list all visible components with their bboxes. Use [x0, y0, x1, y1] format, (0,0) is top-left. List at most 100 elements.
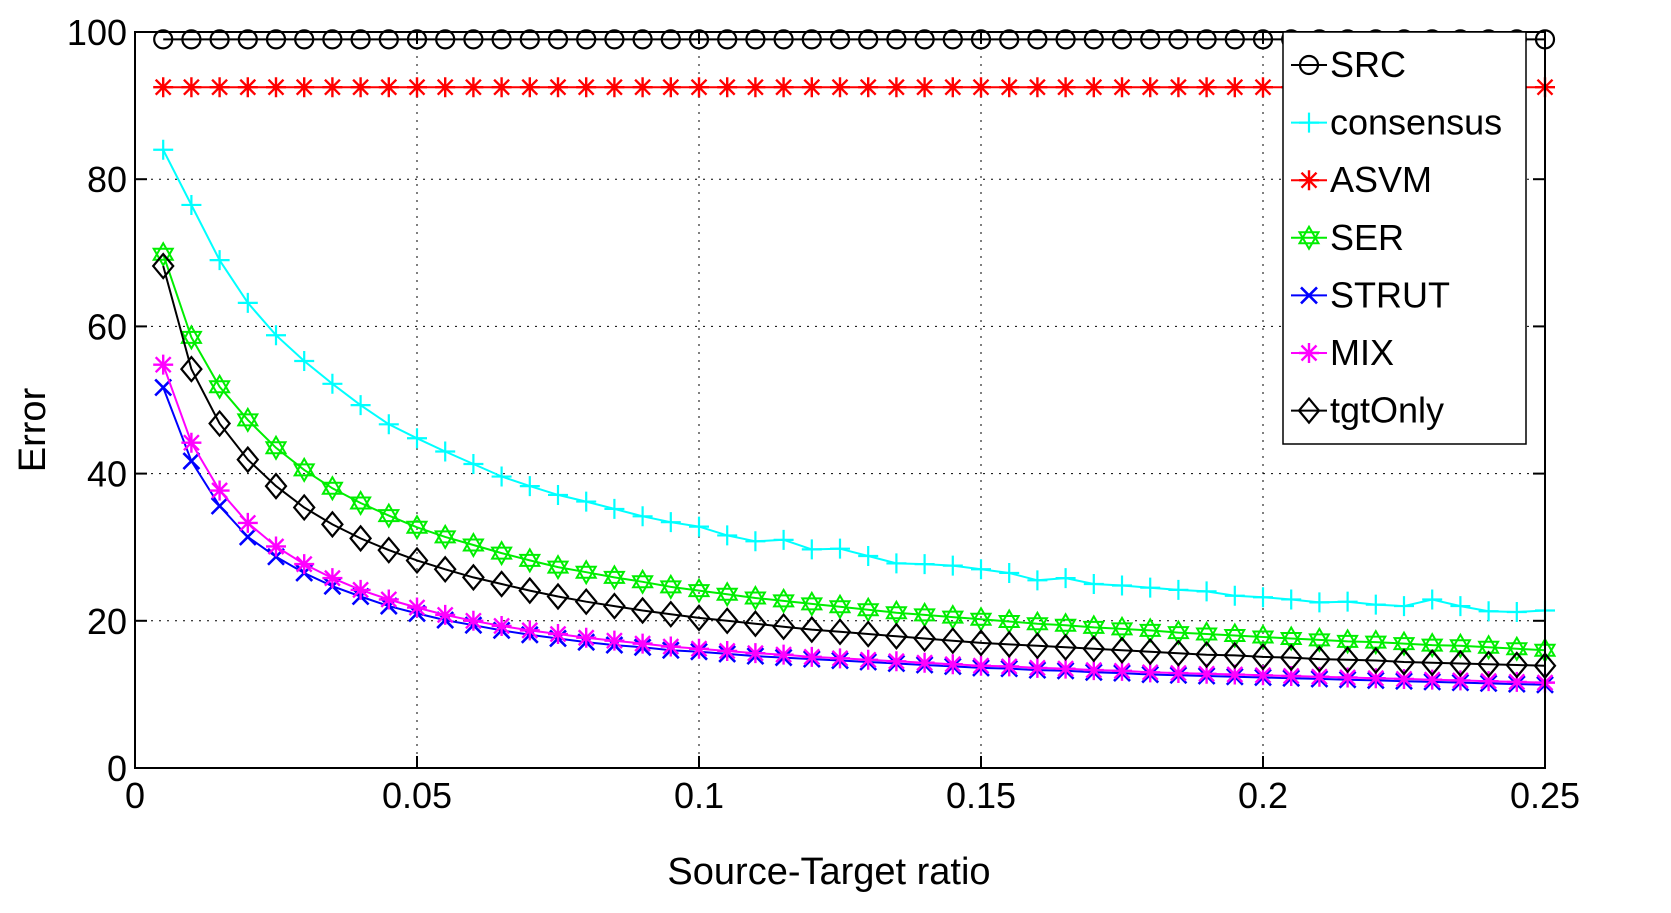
- y-tick-label: 80: [87, 159, 127, 200]
- data-point-SRC: [1055, 29, 1076, 50]
- data-point-consensus: [1168, 579, 1189, 600]
- marker-shape: [631, 568, 654, 589]
- marker-shape: [378, 77, 399, 98]
- marker-shape: [1224, 29, 1245, 50]
- marker-shape: [913, 624, 937, 653]
- data-point-SRC: [463, 29, 484, 50]
- marker-shape: [913, 608, 936, 628]
- marker-shape: [1224, 77, 1245, 98]
- marker-shape: [294, 77, 315, 98]
- data-point-consensus: [1140, 577, 1161, 598]
- data-point-MIX: [717, 640, 738, 661]
- data-point-tgtOnly: [433, 555, 457, 583]
- marker-shape: [151, 252, 175, 280]
- x-tick-label: 0.15: [946, 775, 1016, 816]
- data-point-MIX: [1478, 671, 1499, 692]
- data-point-SRC: [1027, 29, 1048, 50]
- marker-shape: [1279, 643, 1303, 672]
- data-point-SRC: [181, 29, 202, 50]
- data-point-tgtOnly: [264, 472, 288, 500]
- data-point-SRC: [406, 29, 428, 50]
- marker-shape: [885, 599, 908, 620]
- marker-shape: [914, 652, 935, 673]
- data-point-ASVM: [1083, 77, 1104, 98]
- data-point-tgtOnly: [490, 570, 514, 598]
- data-point-tgtOnly: [1364, 646, 1388, 675]
- marker-shape: [1392, 637, 1416, 657]
- marker-shape: [1450, 596, 1471, 617]
- data-point-consensus: [942, 555, 963, 576]
- marker-shape: [715, 587, 739, 608]
- data-point-tgtOnly: [969, 629, 993, 657]
- data-point-tgtOnly: [743, 610, 767, 638]
- plot-series: [151, 29, 1557, 694]
- marker-shape: [689, 77, 709, 98]
- data-point-SRC: [350, 29, 371, 50]
- data-point-ASVM: [209, 77, 230, 98]
- marker-shape: [151, 241, 175, 261]
- data-point-ASVM: [1140, 77, 1161, 98]
- marker-shape: [1477, 650, 1501, 678]
- data-point-ASVM: [1112, 77, 1132, 98]
- data-point-MIX: [1253, 665, 1273, 686]
- marker-shape: [1309, 666, 1330, 687]
- marker-shape: [773, 77, 794, 98]
- data-point-MIX: [858, 649, 879, 670]
- marker-shape: [1505, 651, 1529, 679]
- marker-shape: [1251, 643, 1275, 671]
- data-point-SRC: [1224, 29, 1245, 50]
- marker-shape: [264, 434, 288, 455]
- data-point-SER: [405, 514, 429, 541]
- marker-shape: [1365, 594, 1386, 615]
- marker-shape: [773, 529, 794, 550]
- marker-shape: [604, 77, 625, 98]
- data-point-consensus: [1309, 592, 1330, 613]
- data-point-STRUT: [182, 452, 201, 471]
- marker-shape: [1392, 648, 1416, 676]
- data-point-SER: [1082, 614, 1106, 641]
- data-point-consensus: [632, 506, 653, 527]
- marker-shape: [1394, 668, 1414, 689]
- marker-shape: [660, 29, 681, 50]
- marker-shape: [1337, 591, 1358, 612]
- data-point-MIX: [914, 652, 935, 673]
- marker-shape: [1253, 587, 1273, 608]
- marker-shape: [828, 600, 852, 620]
- data-point-consensus: [1196, 581, 1217, 602]
- data-point-tgtOnly: [1223, 641, 1247, 670]
- data-point-consensus: [322, 373, 343, 394]
- marker-shape: [151, 247, 175, 268]
- axis-ticks: [134, 31, 1546, 769]
- marker-shape: [1055, 77, 1076, 98]
- data-point-consensus: [1027, 570, 1048, 591]
- marker-shape: [491, 77, 512, 98]
- marker-shape: [660, 636, 681, 657]
- marker-shape: [914, 554, 935, 575]
- marker-shape: [463, 77, 484, 98]
- data-point-tgtOnly: [1448, 649, 1472, 678]
- marker-shape: [913, 601, 936, 622]
- marker-shape: [378, 29, 399, 50]
- data-point-tgtOnly: [349, 524, 373, 553]
- marker-shape: [1449, 639, 1472, 659]
- marker-shape: [377, 536, 401, 564]
- marker-shape: [180, 324, 203, 344]
- data-point-MIX: [491, 615, 512, 636]
- marker-shape: [237, 512, 258, 533]
- data-point-ASVM: [942, 77, 963, 98]
- marker-shape: [1166, 639, 1190, 667]
- marker-shape: [801, 646, 822, 667]
- marker-shape: [969, 612, 993, 633]
- marker-shape: [1196, 77, 1217, 98]
- marker-shape: [405, 546, 429, 575]
- data-point-tgtOnly: [1082, 635, 1106, 663]
- data-point-SRC: [604, 29, 625, 50]
- marker-shape: [1506, 671, 1527, 692]
- marker-shape: [491, 466, 512, 487]
- data-point-SER: [321, 475, 344, 502]
- marker-shape: [264, 472, 288, 500]
- marker-shape: [208, 409, 232, 438]
- marker-shape: [999, 29, 1020, 50]
- data-point-SER: [292, 456, 316, 483]
- marker-shape: [377, 502, 401, 523]
